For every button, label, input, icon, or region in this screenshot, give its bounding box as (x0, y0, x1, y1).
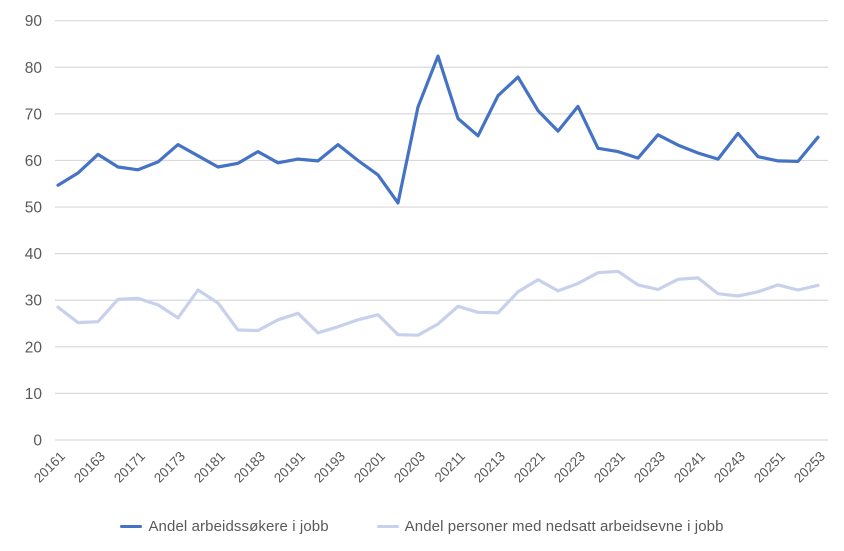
y-tick-label: 30 (25, 293, 43, 310)
legend-swatch-light-line (376, 524, 399, 529)
y-tick-label: 50 (25, 200, 43, 217)
y-tick-label: 20 (25, 339, 43, 356)
legend-label: Andel personer med nedsatt arbeidsevne i… (404, 518, 724, 535)
x-tick-label: 20191 (271, 449, 308, 486)
legend-swatch-dark-line (120, 524, 143, 529)
x-tick-label: 20251 (751, 449, 788, 486)
legend-item-nedsatt-arbeidsevne: Andel personer med nedsatt arbeidsevne i… (376, 518, 724, 535)
x-tick-label: 20163 (71, 449, 108, 486)
x-tick-label: 20241 (671, 449, 708, 486)
y-tick-label: 60 (25, 153, 43, 170)
y-tick-label: 0 (33, 433, 42, 450)
x-tick-label: 20213 (471, 449, 508, 486)
x-tick-label: 20253 (791, 449, 828, 486)
x-tick-label: 20171 (111, 449, 148, 486)
x-tick-label: 20181 (191, 449, 228, 486)
chart-legend: Andel arbeidssøkere i jobb Andel persone… (0, 518, 844, 535)
y-tick-label: 70 (25, 106, 43, 123)
legend-item-arbeidssokere: Andel arbeidssøkere i jobb (120, 518, 329, 535)
y-tick-label: 10 (25, 386, 43, 403)
series-line-arbeidssokere (56, 54, 820, 205)
x-tick-label: 20183 (231, 449, 268, 486)
x-tick-label: 20231 (591, 449, 628, 486)
x-tick-label: 20203 (391, 449, 428, 486)
y-tick-label: 80 (25, 60, 43, 77)
x-tick-label: 20201 (351, 449, 388, 486)
x-tick-label: 20193 (311, 449, 348, 486)
legend-label: Andel arbeidssøkere i jobb (148, 518, 329, 535)
x-tick-label: 20211 (432, 449, 468, 485)
x-tick-label: 20223 (551, 449, 588, 486)
series-line-nedsatt-arbeidsevne (56, 269, 820, 337)
x-tick-label: 20243 (711, 449, 748, 486)
y-tick-label: 90 (25, 13, 43, 30)
x-tick-label: 20173 (151, 449, 188, 486)
x-tick-label: 20161 (31, 449, 68, 486)
x-tick-label: 20221 (511, 449, 548, 486)
x-tick-label: 20233 (631, 449, 668, 486)
y-tick-label: 40 (25, 246, 43, 263)
